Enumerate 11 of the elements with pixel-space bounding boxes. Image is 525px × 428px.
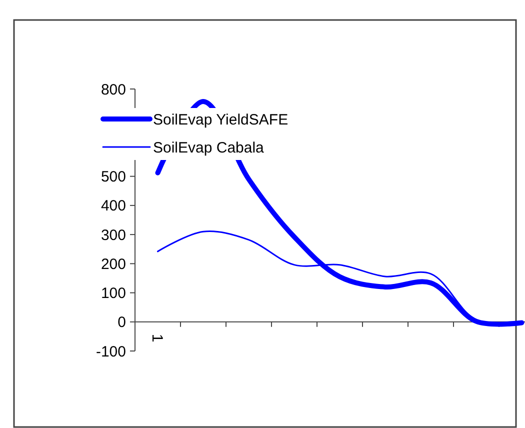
y-tick-label: 300 xyxy=(100,226,126,244)
legend-label: SoilEvap Cabala xyxy=(153,139,265,156)
y-tick-label: -100 xyxy=(96,343,126,360)
legend-label: SoilEvap YieldSAFE xyxy=(153,111,288,128)
y-tick-label: 400 xyxy=(100,198,126,215)
y-tick-label: 500 xyxy=(100,168,126,186)
y-tick-label: 100 xyxy=(100,285,126,302)
y-tick-label: 0 xyxy=(118,314,126,332)
x-tick-label: 1 xyxy=(148,334,166,342)
y-tick-label: 200 xyxy=(100,256,126,273)
y-tick-label: 800 xyxy=(100,81,126,98)
